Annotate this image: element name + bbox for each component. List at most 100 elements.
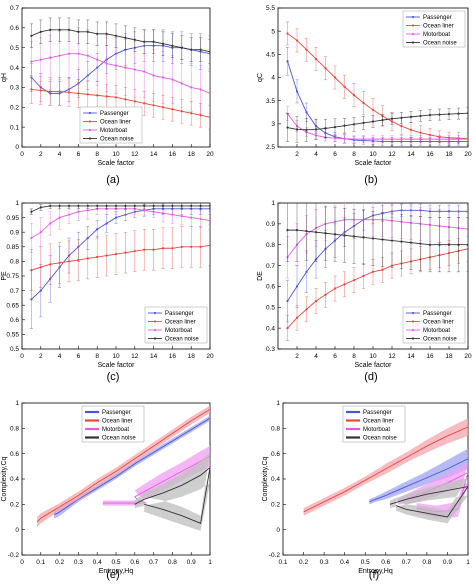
data-point — [457, 138, 460, 141]
data-point — [180, 46, 183, 49]
data-point — [190, 204, 193, 208]
data-point — [143, 70, 146, 73]
series-line-1 — [303, 426, 468, 513]
legend-label: Ocean liner — [100, 120, 131, 126]
y-tick-label: 0.8 — [10, 426, 19, 433]
series-line-1 — [31, 88, 210, 118]
data-point — [343, 124, 346, 127]
data-point — [39, 206, 42, 209]
confidence-band-3 — [134, 452, 210, 531]
x-tick-label: 0 — [20, 151, 24, 158]
data-point — [105, 62, 108, 65]
series-line-1 — [36, 408, 210, 523]
x-tick-label: 4 — [314, 353, 318, 360]
legend: Passenger Ocean liner Motorboat Ocean noise — [342, 405, 406, 443]
legend-marker — [153, 328, 157, 332]
data-point — [295, 316, 299, 319]
x-axis-label: Scale factor — [355, 160, 393, 167]
data-point — [305, 128, 308, 131]
legend-marker — [411, 15, 415, 19]
data-point — [124, 251, 127, 254]
data-point — [96, 255, 99, 259]
data-point — [124, 36, 127, 39]
data-point — [208, 219, 210, 222]
legend-marker — [411, 320, 415, 323]
x-tick-label: 0.2 — [299, 559, 308, 566]
data-point — [457, 243, 460, 246]
x-tick-label: 2 — [39, 151, 43, 158]
x-axis-label: Scale factor — [98, 160, 136, 167]
x-axis-label: Entropy,Hq — [358, 568, 393, 575]
y-tick-label: 4 — [271, 75, 275, 82]
data-point — [324, 293, 327, 296]
y-axis-label: PE — [1, 271, 8, 281]
chart-panel-3: 0 2 4 6 8 10 12 14 16 18 20 0.5 0.55 0.6 0.65 0.7 0.75 0.… — [1, 200, 214, 383]
data-point — [208, 244, 210, 247]
data-point — [105, 32, 108, 35]
data-point — [400, 125, 403, 128]
y-tick-label: 1 — [15, 200, 19, 207]
data-point — [114, 204, 118, 208]
data-point — [362, 138, 365, 141]
y-axis-label: Complexity,Cq — [262, 456, 269, 501]
y-tick-label: 0.8 — [10, 259, 19, 266]
data-point — [199, 204, 202, 208]
data-point — [180, 110, 183, 113]
data-point — [343, 137, 346, 140]
data-point — [447, 243, 451, 246]
legend-label: Ocean noise — [423, 337, 457, 343]
x-tick-label: 14 — [407, 353, 415, 360]
data-point — [39, 30, 42, 33]
data-point — [180, 82, 183, 85]
data-point — [124, 98, 127, 101]
y-tick-label: 5 — [271, 28, 275, 35]
data-point — [77, 204, 80, 208]
data-point — [161, 247, 165, 250]
legend-label: Motorboat — [423, 328, 450, 334]
data-point — [305, 270, 308, 273]
data-point — [400, 240, 403, 243]
x-tick-label: 16 — [426, 151, 434, 158]
data-point — [67, 204, 71, 208]
y-axis-label: Complexity,Cq — [1, 456, 8, 501]
data-point — [409, 241, 413, 244]
y-tick-label: 3.5 — [266, 98, 275, 105]
data-point — [419, 138, 422, 141]
legend: Passenger Ocean liner Motorboat Ocean noise — [79, 106, 143, 144]
data-point — [295, 39, 299, 42]
x-tick-label: 0.9 — [443, 559, 452, 566]
x-tick-label: 1 — [208, 559, 212, 566]
data-point — [105, 204, 108, 208]
series-line-1 — [31, 244, 210, 271]
confidence-band-3 — [389, 477, 468, 524]
data-point — [67, 260, 71, 263]
legend-label: Passenger — [363, 410, 392, 416]
panel-caption: (e) — [106, 569, 119, 581]
y-tick-label: 0.6 — [10, 451, 19, 458]
data-point — [333, 125, 337, 129]
data-point — [171, 44, 174, 47]
data-point — [49, 204, 52, 208]
data-point — [143, 248, 146, 251]
series-line-2 — [31, 53, 210, 94]
x-tick-label: 18 — [445, 151, 453, 158]
plot-area — [29, 203, 210, 329]
data-point — [295, 128, 299, 131]
data-point — [152, 204, 155, 208]
y-tick-label: 0.1 — [10, 124, 19, 131]
data-point — [305, 48, 308, 51]
x-axis-label: Scale factor — [98, 362, 136, 369]
x-tick-label: 10 — [112, 353, 120, 360]
data-point — [333, 287, 337, 290]
data-point — [114, 96, 118, 99]
data-point — [39, 89, 42, 92]
series-line-0 — [287, 209, 468, 302]
data-point — [77, 30, 80, 33]
data-point — [352, 94, 356, 97]
legend-marker — [88, 137, 92, 140]
confidence-band-0 — [53, 415, 210, 519]
data-point — [324, 67, 327, 70]
x-tick-label: 4 — [314, 151, 318, 158]
data-point — [67, 91, 71, 94]
